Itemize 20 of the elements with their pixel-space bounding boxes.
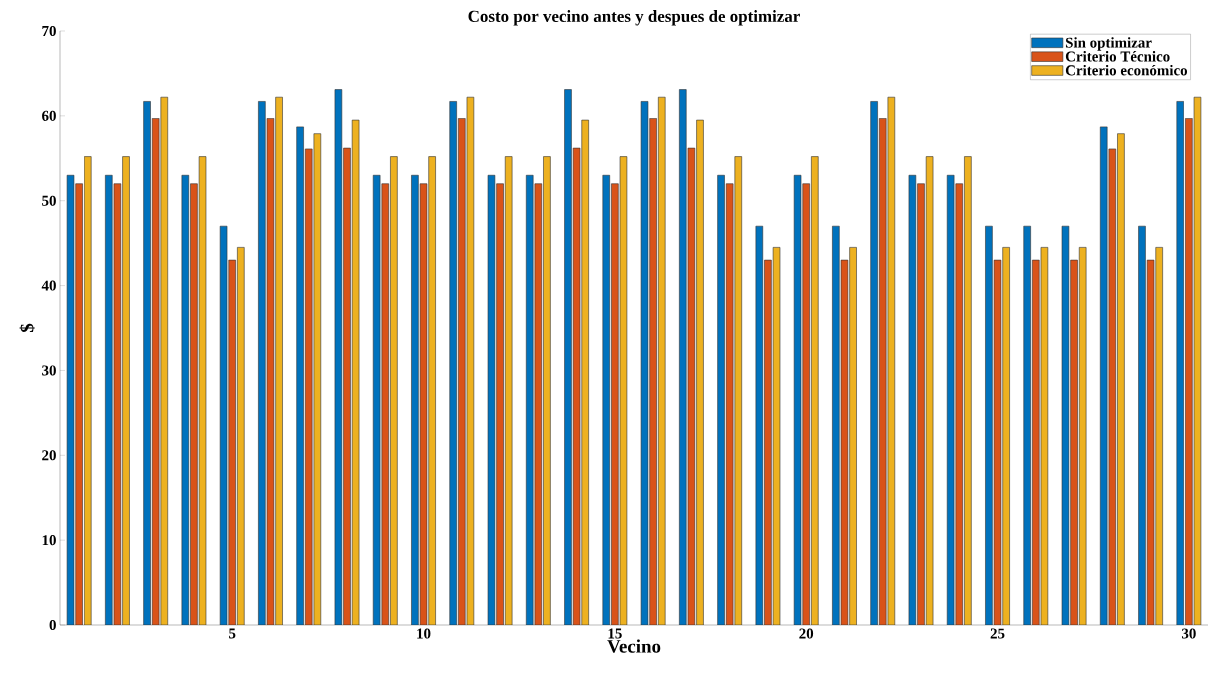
y-tick-label: 70 <box>42 25 56 37</box>
x-tick-label: 15 <box>608 628 622 639</box>
y-axis-title: $ <box>19 323 35 333</box>
chart-title: Costo por vecino antes y despues de optimizar <box>468 10 800 26</box>
y-tick-label: 20 <box>42 450 56 461</box>
x-tick-label: 20 <box>799 628 814 639</box>
x-axis-title: Vecino <box>607 639 661 653</box>
x-tick-label: 30 <box>1181 628 1196 639</box>
legend-label: Criterio económico <box>1065 64 1188 76</box>
y-tick-label: 30 <box>42 365 56 376</box>
y-tick-label: 10 <box>42 535 56 546</box>
legend-label: Sin optimizar <box>1065 37 1152 51</box>
x-tick-label: 10 <box>417 628 431 639</box>
y-tick-label: 50 <box>42 195 56 206</box>
x-tick-label: 25 <box>990 628 1005 639</box>
x-tick-label: 5 <box>229 628 236 639</box>
y-tick-label: 0 <box>49 619 56 631</box>
y-tick-label: 40 <box>41 280 56 291</box>
y-tick-label: 60 <box>42 110 56 121</box>
legend-label: Criterio Técnico <box>1065 51 1170 62</box>
